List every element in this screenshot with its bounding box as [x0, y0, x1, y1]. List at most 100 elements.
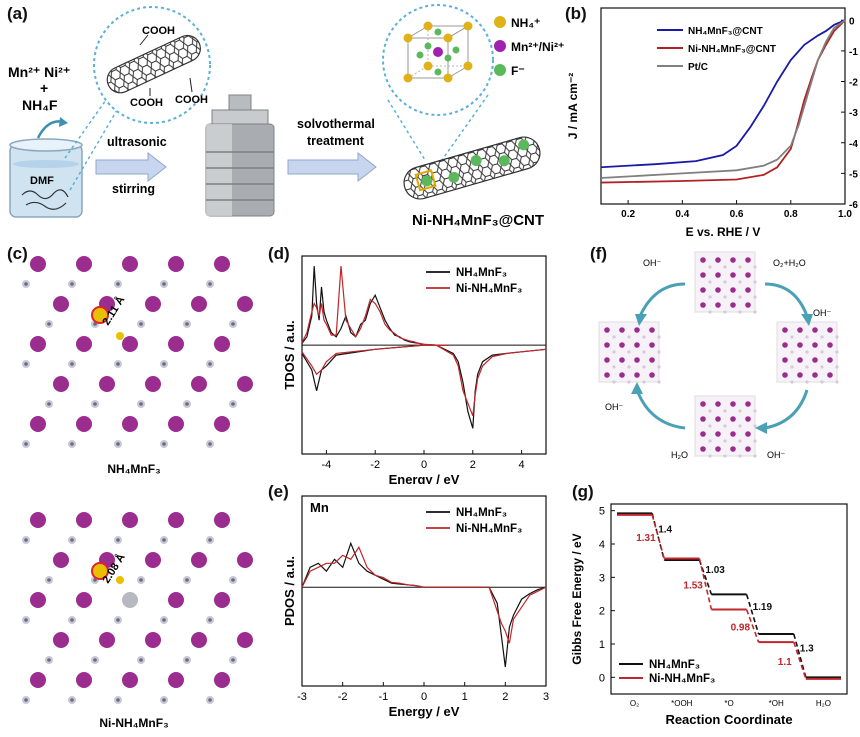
tdos-chart: -4 -2 0 2 4 Energy / eV TDOS / a.u. NH₄MnF₃ Ni-N…	[282, 255, 547, 484]
surface-atom	[835, 380, 839, 384]
panel-label-d: (d)	[268, 244, 290, 263]
surface-atom	[723, 295, 727, 299]
surface-atom	[657, 350, 661, 354]
nh4-core	[70, 618, 74, 622]
surface-atom	[700, 446, 706, 452]
surface-atom	[619, 372, 625, 378]
y-tick-label: -4	[849, 139, 858, 150]
process-arrow	[95, 151, 167, 183]
y-tick-label: -6	[849, 200, 858, 211]
surface-atom	[708, 295, 712, 299]
surface-atom	[820, 380, 824, 384]
cooh-label: COOH	[130, 97, 163, 109]
x-tick-label: -2	[338, 691, 348, 703]
x-axis-label: E vs. RHE / V	[686, 225, 761, 239]
arrow-head	[631, 382, 643, 394]
surface-atom	[642, 350, 646, 354]
x-axis-label: Energy / eV	[389, 704, 460, 719]
nh4-core	[93, 402, 97, 406]
species-label: OH⁻	[767, 450, 786, 460]
category-label: *OOH	[671, 699, 693, 708]
surface-atom	[708, 280, 712, 284]
x-tick-label: 0	[421, 691, 427, 703]
surface-atom	[820, 365, 824, 369]
legend-f: F⁻	[511, 64, 525, 78]
surface-atom	[715, 272, 721, 278]
nh4-core	[162, 698, 166, 702]
process-arrow	[287, 151, 377, 183]
surface-atom	[738, 310, 742, 314]
surface-atom	[604, 357, 610, 363]
mn-atom	[122, 672, 138, 688]
surface-atom	[723, 310, 727, 314]
surface-atom	[612, 335, 616, 339]
nh4-core	[24, 362, 28, 366]
mn-atom	[214, 416, 230, 432]
legend-label: Ni-NH₄MnF₃	[456, 523, 522, 535]
cnt-tube	[106, 34, 201, 94]
legend-mn-ni: Mn²⁺/Ni²⁺	[511, 40, 564, 54]
nh4-core	[185, 402, 189, 406]
nh4-core	[208, 442, 212, 446]
mn-atom	[168, 592, 184, 608]
nh4-core	[116, 362, 120, 366]
x-tick-label: 3	[543, 691, 549, 703]
nh4-core	[185, 578, 189, 582]
x-tick-label: 1.0	[838, 209, 852, 220]
panel-label-b: (b)	[565, 4, 587, 23]
surface-atom	[708, 265, 712, 269]
species-label: H₂O	[671, 450, 688, 460]
surface-atom	[782, 342, 788, 348]
surface-tile	[776, 321, 839, 384]
series-line	[600, 19, 846, 179]
surface-atom	[634, 342, 640, 348]
step-label: 1.31	[636, 533, 656, 544]
surface-atom	[715, 257, 721, 263]
surface-atom	[790, 335, 794, 339]
nh4-core	[47, 322, 51, 326]
species-label: OH⁻	[813, 308, 832, 318]
cycle-arrow	[638, 282, 686, 317]
structure-name: NH₄MnF₃	[107, 462, 160, 476]
nh4-core	[47, 402, 51, 406]
transition-line	[793, 641, 807, 680]
mn-atom	[237, 552, 253, 568]
surface-atom	[827, 342, 833, 348]
mn-atom	[168, 256, 184, 272]
y-tick-label: -1	[849, 47, 858, 58]
panel-label-c: (c)	[7, 244, 28, 263]
nh4-core	[70, 698, 74, 702]
nh4-core	[185, 658, 189, 662]
mn-atom	[30, 592, 46, 608]
y-tick-label: 5	[599, 506, 605, 518]
x-tick-label: 0.6	[730, 209, 744, 220]
x-tick-label: -2	[370, 459, 380, 471]
cycle-arrow	[764, 282, 809, 317]
surface-atom	[812, 342, 818, 348]
surface-atom	[827, 357, 833, 363]
plot-frame	[600, 7, 846, 205]
step2-bottom: treatment	[307, 134, 365, 148]
y-tick-label: 2	[599, 606, 605, 618]
y-tick-label: -5	[849, 169, 858, 180]
beaker	[9, 138, 83, 218]
surface-atom	[805, 350, 809, 354]
surface-atom	[634, 357, 640, 363]
nh4-core	[116, 618, 120, 622]
mn-atom	[99, 376, 115, 392]
autoclave	[205, 94, 275, 217]
cycle-arrow	[764, 389, 809, 430]
structure-name: Ni-NH₄MnF₃	[99, 716, 168, 730]
step1-top: ultrasonic	[107, 135, 167, 149]
panel-label-f: (f)	[590, 244, 607, 263]
surface-atom	[782, 372, 788, 378]
arrow-head	[755, 422, 767, 434]
nh4-core	[116, 282, 120, 286]
plot-frame	[610, 503, 848, 695]
y-axis-label: PDOS / a.u.	[282, 556, 297, 626]
product-cnt	[403, 136, 541, 200]
legend-label: NH₄MnF₃@CNT	[688, 26, 763, 37]
mn-atom	[122, 512, 138, 528]
nh4-core	[24, 442, 28, 446]
